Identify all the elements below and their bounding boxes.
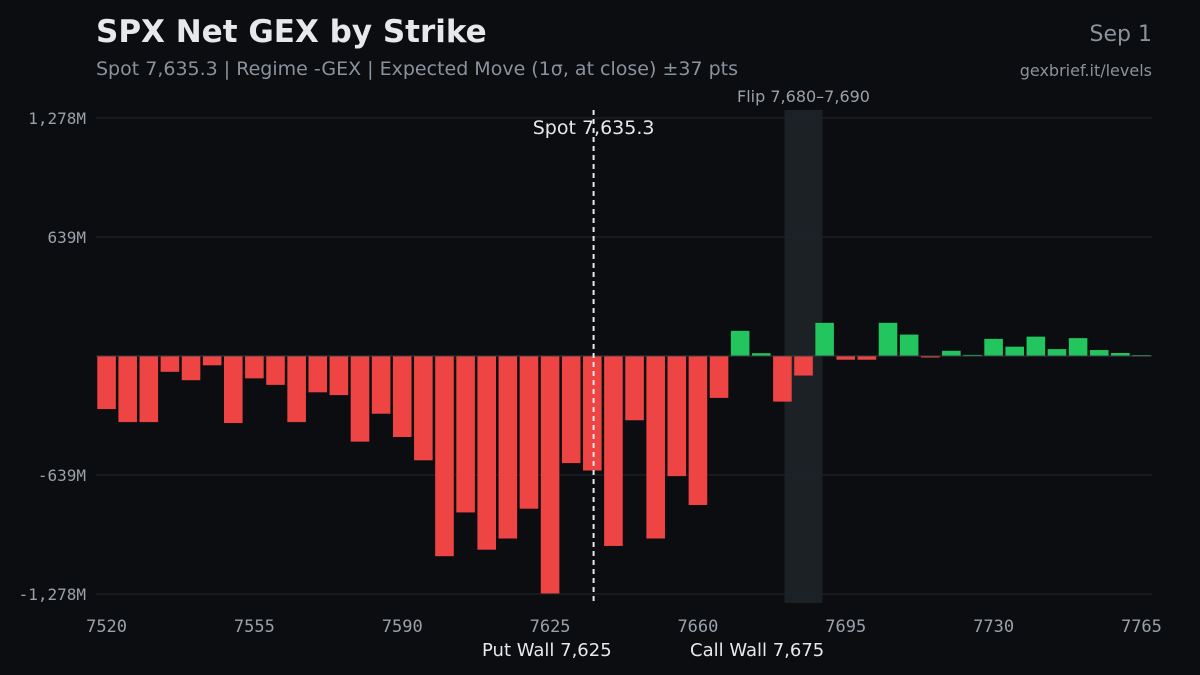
gex-bar bbox=[1047, 349, 1067, 356]
x-tick-label: 7730 bbox=[973, 617, 1014, 637]
gex-bar bbox=[1111, 353, 1130, 356]
gex-bar bbox=[773, 356, 792, 402]
gex-bar bbox=[794, 356, 813, 376]
x-tick-label: 7695 bbox=[825, 617, 866, 637]
gex-bar bbox=[1089, 350, 1109, 356]
y-tick-label: -639M bbox=[38, 466, 86, 485]
x-tick-label: 7520 bbox=[86, 617, 127, 637]
gex-bar bbox=[371, 356, 391, 414]
gex-bar bbox=[561, 356, 581, 464]
gex-bar bbox=[1005, 346, 1025, 356]
gex-bar bbox=[266, 356, 285, 385]
x-tick-label: 7625 bbox=[530, 617, 571, 637]
gex-bar bbox=[751, 353, 771, 356]
gex-bar bbox=[97, 356, 116, 410]
gex-bar bbox=[245, 356, 264, 379]
gex-bar bbox=[625, 356, 644, 421]
gex-bar bbox=[667, 356, 687, 477]
gex-bar bbox=[202, 356, 222, 366]
x-tick-label: 7660 bbox=[677, 617, 718, 637]
gex-bar bbox=[646, 356, 665, 539]
gex-bar bbox=[414, 356, 433, 461]
y-tick-label: -1,278M bbox=[19, 585, 86, 604]
x-tick-label: 7555 bbox=[234, 617, 275, 637]
gex-bar bbox=[456, 356, 475, 513]
gex-bar bbox=[815, 322, 834, 356]
gex-bar bbox=[160, 356, 180, 372]
source-label: gexbrief.it/levels bbox=[1019, 61, 1152, 80]
gex-bar bbox=[920, 356, 940, 358]
gex-bar bbox=[350, 356, 370, 442]
gex-bar bbox=[223, 356, 243, 424]
put-wall-label: Put Wall 7,625 bbox=[482, 640, 612, 661]
flip-zone-label: Flip 7,680–7,690 bbox=[737, 87, 870, 106]
x-tick-label: 7590 bbox=[382, 617, 423, 637]
chart-title: SPX Net GEX by Strike bbox=[96, 14, 487, 50]
gex-bar bbox=[540, 356, 560, 594]
gex-bar bbox=[709, 356, 729, 398]
gex-bar bbox=[139, 356, 159, 423]
spot-label: Spot 7,635.3 bbox=[533, 117, 655, 139]
gex-bar bbox=[519, 356, 539, 509]
chart-subtitle: Spot 7,635.3 | Regime -GEX | Expected Mo… bbox=[96, 58, 738, 80]
date-label: Sep 1 bbox=[1089, 22, 1152, 47]
gex-bar bbox=[984, 338, 1003, 356]
gex-bar bbox=[498, 356, 518, 539]
gex-bar bbox=[181, 356, 201, 381]
gex-bar bbox=[1026, 336, 1046, 356]
gex-bar bbox=[435, 356, 454, 557]
gex-bar bbox=[730, 330, 750, 356]
x-tick-label: 7765 bbox=[1121, 617, 1162, 637]
gex-bar bbox=[942, 350, 961, 356]
gex-bar bbox=[1068, 338, 1088, 356]
y-tick-label: 639M bbox=[47, 228, 86, 247]
y-tick-label: 1,278M bbox=[28, 109, 86, 128]
gex-bar bbox=[688, 356, 708, 505]
gex-bar bbox=[118, 356, 137, 423]
gex-bar bbox=[329, 356, 349, 396]
gex-bar bbox=[878, 322, 898, 356]
gex-bar bbox=[604, 356, 623, 546]
gex-bar bbox=[392, 356, 412, 438]
gex-bar bbox=[899, 334, 919, 356]
gex-bar bbox=[308, 356, 328, 393]
gex-bar bbox=[857, 356, 877, 360]
call-wall-label: Call Wall 7,675 bbox=[690, 640, 825, 661]
gex-bar bbox=[287, 356, 306, 423]
gex-bar bbox=[583, 356, 602, 471]
gex-bar bbox=[477, 356, 497, 550]
gex-bar bbox=[836, 356, 856, 360]
